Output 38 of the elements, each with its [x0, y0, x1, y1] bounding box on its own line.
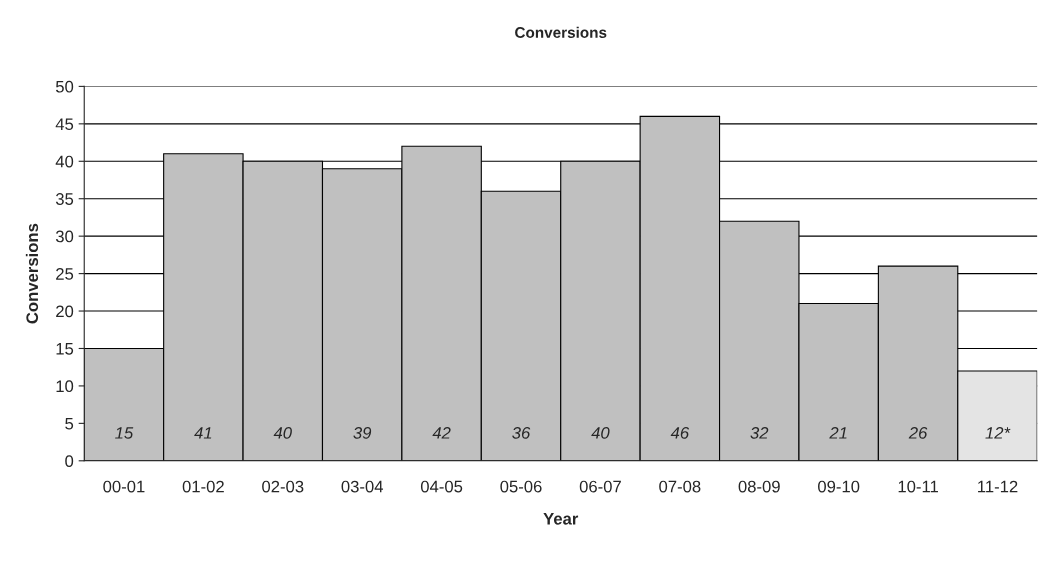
x-tick-label: 00-01: [103, 480, 145, 493]
data-label: 41: [194, 427, 212, 439]
y-tick-label: 35: [55, 193, 74, 205]
y-tick-label: 0: [65, 455, 74, 467]
y-tick-label: 10: [56, 380, 74, 393]
x-axis-title: Year: [543, 513, 579, 525]
x-tick-label: 06-07: [579, 480, 621, 493]
data-label: 26: [908, 426, 928, 439]
data-label: 21: [829, 426, 847, 439]
data-label: 32: [750, 426, 769, 439]
data-label: 40: [591, 426, 610, 439]
x-tick-label: 02-03: [262, 480, 304, 493]
data-label: 12*: [985, 426, 1011, 439]
data-label: 36: [512, 426, 531, 439]
y-tick-label: 15: [56, 343, 74, 355]
y-tick-label: 30: [55, 230, 74, 243]
x-tick-label: 08-09: [738, 480, 780, 493]
data-label: 42: [432, 426, 451, 439]
chart-title: Conversions: [515, 26, 607, 38]
y-tick-label: 25: [56, 268, 74, 280]
data-label: 46: [670, 426, 690, 439]
data-label: 15: [115, 427, 134, 439]
y-tick-label: 50: [55, 80, 74, 93]
x-tick-label: 11-12: [978, 480, 1018, 493]
x-tick-label: 10-11: [898, 480, 938, 493]
y-tick-label: 20: [56, 305, 74, 318]
x-tick-label: 03-04: [341, 480, 384, 493]
y-tick-label: 45: [55, 118, 74, 131]
y-tick-label: 40: [55, 155, 74, 168]
x-tick-label: 01-02: [182, 480, 224, 493]
x-tick-label: 05-06: [500, 480, 542, 493]
y-axis-title: Conversions: [25, 223, 39, 324]
data-label: 39: [353, 426, 372, 439]
x-tick-label: 09-10: [818, 480, 860, 493]
x-tick-label: 07-08: [659, 480, 701, 493]
y-tick-label: 5: [65, 417, 74, 430]
data-label: 40: [273, 426, 292, 439]
x-tick-label: 04-05: [420, 480, 463, 493]
